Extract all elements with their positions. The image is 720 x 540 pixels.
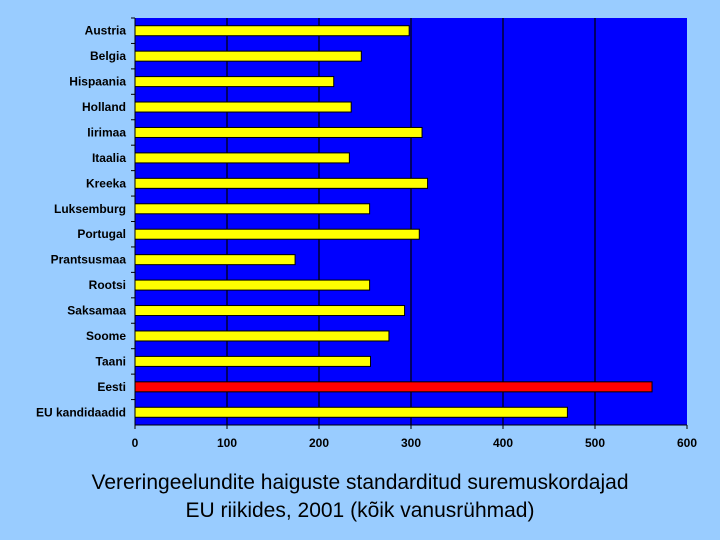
category-label-hispaania: Hispaania [69,75,126,89]
bar-eesti [134,381,653,393]
category-label-rootsi: Rootsi [89,278,126,292]
bar-soome [134,330,390,342]
bar-luksemburg [134,203,371,215]
bar-iirimaa [134,126,423,138]
bar-kreeka [134,177,429,189]
tick-label-200: 200 [309,436,329,450]
category-labels: Austria Belgia Hispaania Holland Iirimaa Itaa… [36,17,135,419]
category-label-itaalia: Itaalia [92,151,126,165]
bar-portugal [134,228,420,240]
category-label-luksemburg: Luksemburg [54,202,126,216]
tick-label-600: 600 [677,436,697,450]
category-label-eesti: Eesti [97,380,126,394]
bar-hispaania [134,76,335,88]
category-label-soome: Soome [86,329,126,343]
tick-label-500: 500 [585,436,605,450]
bars [134,25,653,418]
category-label-saksamaa: Saksamaa [67,304,126,318]
category-label-kreeka: Kreeka [86,176,126,190]
category-label-eu-kandidaadid: EU kandidaadid [36,405,126,419]
tick-label-0: 0 [132,436,139,450]
tick-label-300: 300 [401,436,421,450]
x-axis-ticks: 0 100 200 300 400 500 600 [132,18,697,450]
bar-itaalia [134,152,350,164]
category-label-holland: Holland [82,100,126,114]
category-label-belgia: Belgia [90,49,126,63]
bar-taani [134,355,372,367]
category-label-iirimaa: Iirimaa [87,125,126,139]
bar-holland [134,101,352,113]
category-label-prantsusmaa: Prantsusmaa [51,253,127,267]
caption-line-1: Vereringeelundite haiguste standarditud … [91,471,629,494]
category-label-taani: Taani [96,354,126,368]
bar-belgia [134,50,362,62]
category-label-portugal: Portugal [77,227,126,241]
bar-rootsi [134,279,371,291]
bar-saksamaa [134,305,406,317]
caption-line-2: EU riikides, 2001 (kõik vanusrühmad) [185,499,535,522]
category-label-austria: Austria [85,24,127,38]
tick-label-400: 400 [493,436,513,450]
bar-austria [134,25,410,37]
bar-eu-kandidaadid [134,406,568,418]
bar-prantsusmaa [134,254,296,266]
tick-label-100: 100 [217,436,237,450]
